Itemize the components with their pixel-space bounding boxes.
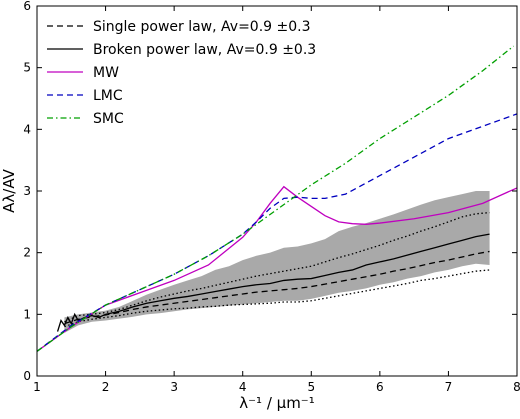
legend-entry-lmc: LMC bbox=[47, 88, 123, 104]
legend-entry-smc: SMC bbox=[47, 111, 124, 127]
uncertainty-band bbox=[64, 191, 490, 333]
x-tick-label: 8 bbox=[513, 380, 520, 394]
legend-label: LMC bbox=[93, 88, 123, 104]
x-tick-label: 4 bbox=[239, 380, 247, 394]
dotted-bound-line-2 bbox=[64, 269, 490, 328]
x-tick-label: 2 bbox=[102, 380, 110, 394]
lmc-line bbox=[37, 113, 517, 352]
single-power-law-line bbox=[64, 250, 490, 325]
y-tick-label: 6 bbox=[23, 0, 31, 13]
legend: Single power law, Av=0.9 ±0.3 Broken pow… bbox=[47, 19, 316, 127]
x-tick-label: 7 bbox=[445, 380, 453, 394]
legend-entry-broken-power-law: Broken power law, Av=0.9 ±0.3 bbox=[47, 42, 316, 58]
uncertainty-band-layer bbox=[64, 191, 490, 333]
y-tick-label: 5 bbox=[23, 61, 31, 75]
legend-entry-single-power-law: Single power law, Av=0.9 ±0.3 bbox=[47, 19, 311, 35]
y-axis-label: Aλ/AV bbox=[0, 168, 18, 212]
series-lines-layer bbox=[37, 45, 517, 352]
legend-entry-mw: MW bbox=[47, 65, 119, 81]
legend-label: Broken power law, Av=0.9 ±0.3 bbox=[93, 42, 316, 58]
x-tick-label: 1 bbox=[33, 380, 41, 394]
y-tick-label: 2 bbox=[23, 246, 31, 260]
x-tick-label: 6 bbox=[376, 380, 384, 394]
y-tick-label: 1 bbox=[23, 307, 31, 321]
y-tick-label: 3 bbox=[23, 184, 31, 198]
y-tick-label: 0 bbox=[23, 369, 31, 383]
x-tick-label: 5 bbox=[307, 380, 315, 394]
y-tick-label: 4 bbox=[23, 122, 31, 136]
smc-line bbox=[37, 45, 514, 352]
legend-label: SMC bbox=[93, 111, 124, 127]
dotted-bound-line-1 bbox=[64, 211, 490, 323]
legend-label: MW bbox=[93, 65, 119, 81]
plot-frame bbox=[36, 5, 518, 377]
legend-label: Single power law, Av=0.9 ±0.3 bbox=[93, 19, 311, 35]
x-tick-label: 3 bbox=[170, 380, 178, 394]
x-axis-label: λ⁻¹ / μm⁻¹ bbox=[239, 394, 314, 412]
